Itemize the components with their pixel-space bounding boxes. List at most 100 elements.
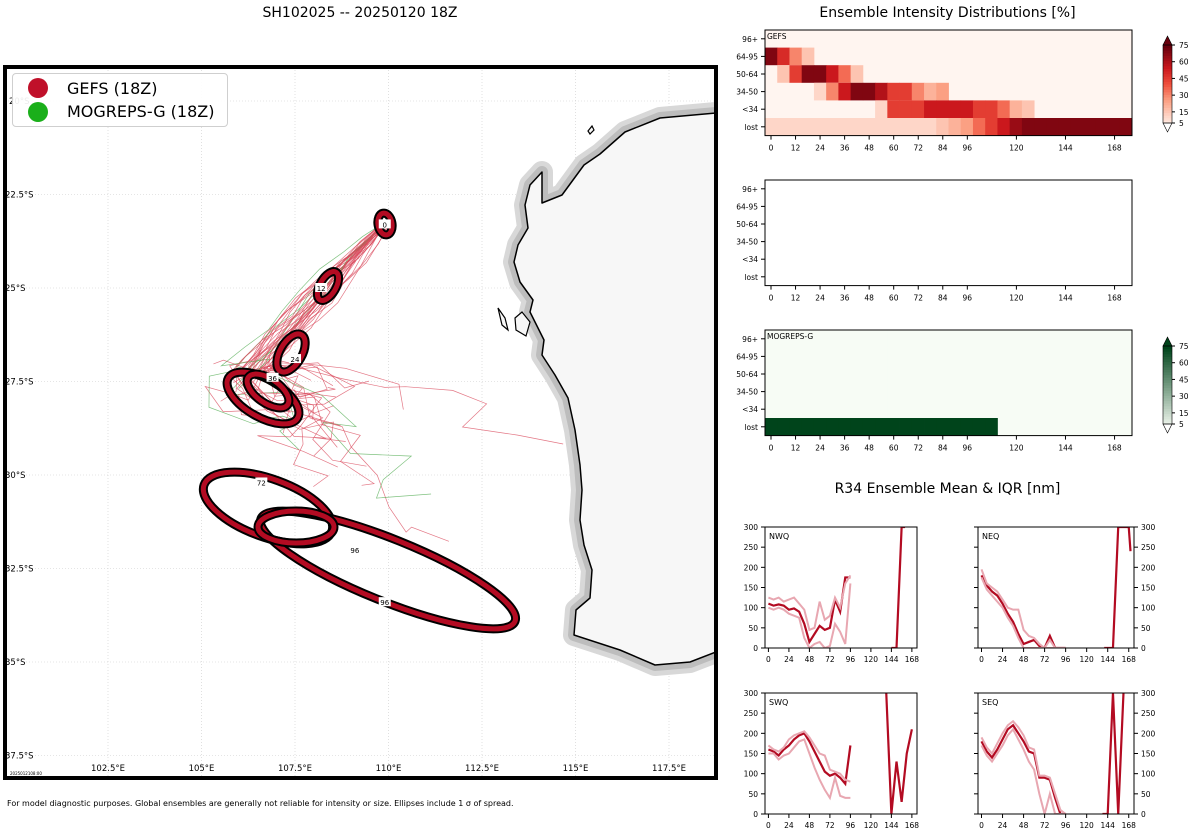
heatmap-cell [813, 400, 827, 418]
y-tick-label: 150 [744, 584, 759, 593]
ellipse-label-text: 24 [291, 356, 300, 364]
x-tick-label: 24 [815, 294, 825, 303]
heatmap-cell [801, 382, 815, 401]
colorbar-step [1163, 120, 1172, 124]
x-tick-label: 144 [1058, 144, 1073, 153]
intensity-title: Ensemble Intensity Distributions [%] [819, 5, 1076, 21]
colorbar-step [1163, 398, 1172, 402]
heatmap-cell [911, 330, 925, 348]
heatmap-cell [887, 330, 900, 348]
y-tick-label: 150 [1141, 584, 1156, 593]
heatmap-cell [765, 47, 778, 66]
heatmap-cell [850, 65, 864, 83]
heatmap-cell [850, 365, 864, 383]
colorbar-step [1163, 408, 1172, 412]
heatmap-cell [789, 118, 803, 136]
heatmap-cell [887, 118, 900, 136]
heatmap-cell [875, 347, 888, 366]
heatmap-cell [801, 47, 815, 66]
colorbar-top-arrow [1162, 35, 1173, 46]
heatmap-cell [887, 365, 900, 383]
x-tick-label: 48 [864, 294, 874, 303]
x-tick-label: 120 [1009, 444, 1024, 453]
heatmap-cell [862, 400, 876, 418]
heatmap-cell [850, 418, 864, 436]
heatmap-cell [960, 418, 974, 436]
heatmap-gefs: GEFS lost <34 34-50 50-64 64-95 96+ 0 12 24 36 48 60… [736, 29, 1133, 153]
heatmap-bg [765, 180, 1132, 286]
x-tick-label: 144 [884, 655, 899, 664]
r34-title: R34 Ensemble Mean & IQR [nm] [834, 481, 1061, 497]
heatmap-cell [765, 400, 778, 418]
y-tick-label: 96+ [742, 35, 758, 44]
x-tick-label: 72 [1040, 821, 1050, 830]
heatmap-cell [972, 400, 986, 418]
ellipse-band [375, 210, 395, 238]
lat-label: 22.5°S [5, 191, 34, 201]
heatmap-cell [997, 100, 1011, 118]
r34-swq-chart: SWQ 0 50 100 150 200 250 300 0 24 48 72 96 120 144 168 [744, 689, 920, 830]
heatmap-cell [813, 330, 827, 348]
heatmap-cell [960, 330, 974, 348]
x-tick-label: 168 [1107, 144, 1122, 153]
heatmap-frame [764, 179, 1133, 287]
heatmap-cell [948, 330, 962, 348]
colorbar-step [1163, 76, 1172, 80]
x-tick-label: 72 [1040, 655, 1050, 664]
legend-mogreps-icon [28, 102, 48, 122]
heatmap-cell [777, 365, 790, 383]
x-tick-label: 48 [805, 821, 815, 830]
colorbar-step [1163, 84, 1172, 88]
x-tick-label: 120 [1009, 294, 1024, 303]
heatmap-cell [911, 82, 925, 101]
lat-label: 37.5°S [5, 752, 34, 762]
heatmap-cell [850, 347, 864, 366]
y-tick-label: 96+ [742, 335, 758, 344]
r34-series-group [767, 693, 913, 814]
lat-label: 30°S [5, 471, 25, 481]
heatmap-cell [850, 82, 864, 101]
lat-label: 35°S [5, 658, 25, 668]
colorbar-frame [1162, 345, 1173, 425]
colorbar-step [1163, 348, 1172, 352]
colorbar-step [1163, 73, 1172, 77]
lon-label: 115°E [563, 764, 589, 774]
colorbar-bottom-arrow [1162, 122, 1173, 133]
heatmap-cell [777, 47, 790, 66]
x-tick-label: 168 [1107, 444, 1122, 453]
colorbar-tick-label: 5 [1179, 420, 1184, 429]
heatmap-cell [801, 118, 815, 136]
heatmap-cell [972, 347, 986, 366]
ellipse-label-text: 12 [317, 285, 326, 293]
colorbar-tick-label: 15 [1179, 108, 1189, 117]
x-tick-label: 12 [791, 444, 801, 453]
r34-series-group [768, 527, 906, 648]
x-tick-label: 12 [791, 294, 801, 303]
heatmap-cell [911, 347, 925, 366]
heatmap-cell [777, 65, 790, 83]
colorbar-step [1163, 405, 1172, 409]
heatmap-cell [936, 400, 949, 418]
x-tick-label: 24 [815, 144, 825, 153]
heatmap-cell [875, 118, 888, 136]
heatmap-cell [972, 365, 986, 383]
r34-mean-line [980, 574, 1066, 648]
heatmap-cell [1034, 118, 1047, 136]
colorbar-step [1163, 68, 1172, 72]
y-tick-label: 300 [1141, 523, 1156, 532]
x-tick-label: 12 [791, 144, 801, 153]
x-tick-label: 72 [825, 821, 835, 830]
r34-iqr_low-line [980, 577, 1066, 648]
heatmap-cell [765, 330, 778, 348]
colorbar-step [1163, 58, 1172, 62]
ellipse-label-bg [315, 283, 328, 292]
colorbar-step [1163, 47, 1172, 51]
heatmap-cell [765, 118, 778, 136]
x-tick-label: 24 [998, 821, 1008, 830]
colorbar-step [1163, 60, 1172, 64]
r34-iqr_high-line [768, 574, 852, 632]
heatmap-cell [826, 382, 839, 401]
r34-panel-title: SWQ [769, 698, 788, 707]
heatmap-cell [911, 382, 925, 401]
